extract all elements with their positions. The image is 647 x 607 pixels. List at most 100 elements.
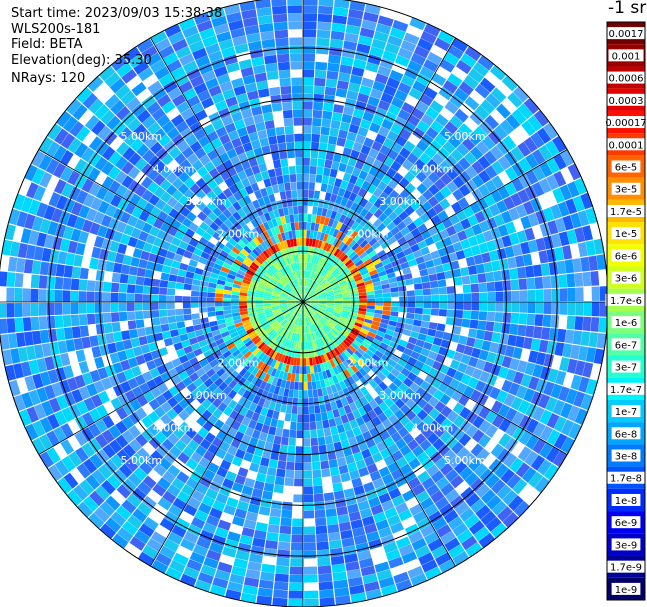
range-gate-cell xyxy=(442,262,452,272)
range-gate-cell xyxy=(524,227,536,241)
range-gate-cell xyxy=(259,362,267,372)
range-gate-cell xyxy=(67,351,79,365)
range-gate-cell xyxy=(409,211,420,222)
range-gate-cell xyxy=(389,27,406,40)
range-gate-cell xyxy=(47,369,59,384)
range-gate-cell xyxy=(86,302,95,314)
range-gate-cell xyxy=(590,363,602,380)
range-gate-cell xyxy=(420,30,437,45)
range-gate-cell xyxy=(119,321,129,331)
range-gate-cell xyxy=(399,444,412,457)
range-gate-cell xyxy=(237,377,247,387)
range-gate-cell xyxy=(591,286,600,301)
range-gate-cell xyxy=(201,206,212,217)
range-gate-cell xyxy=(98,390,110,404)
range-gate-cell xyxy=(255,121,266,132)
range-gate-cell xyxy=(551,288,560,302)
range-gate-cell xyxy=(208,85,222,97)
range-gate-cell xyxy=(115,221,127,233)
range-gate-cell xyxy=(272,309,281,314)
range-gate-cell xyxy=(201,195,212,206)
range-gate-cell xyxy=(598,270,608,286)
range-gate-cell xyxy=(572,330,583,345)
range-gate-cell xyxy=(8,333,18,349)
range-gate-cell xyxy=(16,332,26,348)
range-gate-cell xyxy=(134,285,144,294)
range-gate-cell xyxy=(255,294,264,298)
range-gate-cell xyxy=(223,298,231,302)
range-gate-cell xyxy=(332,366,340,375)
range-gate-cell xyxy=(470,498,486,514)
range-gate-cell xyxy=(219,250,229,258)
range-gate-cell xyxy=(296,270,300,279)
range-gate-cell xyxy=(493,214,505,227)
range-gate-cell xyxy=(83,193,96,208)
range-gate-cell xyxy=(148,155,161,168)
range-gate-cell xyxy=(100,214,112,228)
range-gate-cell xyxy=(246,32,261,43)
colorbar-label-box xyxy=(611,338,641,351)
range-gate-cell xyxy=(350,309,359,314)
range-gate-cell xyxy=(171,237,182,247)
range-gate-cell xyxy=(237,208,246,218)
range-gate-cell xyxy=(520,373,532,388)
range-gate-cell xyxy=(415,100,429,114)
range-gate-cell xyxy=(386,77,400,89)
range-gate-cell xyxy=(247,503,260,514)
range-gate-cell xyxy=(485,410,498,424)
range-gate-cell xyxy=(456,447,470,461)
range-gate-cell xyxy=(239,406,249,417)
range-gate-cell xyxy=(129,398,142,412)
range-gate-cell xyxy=(465,411,478,424)
range-gate-cell xyxy=(523,337,533,350)
range-gate-cell xyxy=(505,369,517,382)
range-gate-cell xyxy=(348,576,363,587)
range-gate-cell xyxy=(171,133,185,147)
range-gate-cell xyxy=(134,420,148,434)
range-gate-cell xyxy=(283,338,289,347)
range-gate-cell xyxy=(266,433,275,444)
range-gate-cell xyxy=(436,323,446,332)
range-gate-cell xyxy=(348,239,357,249)
range-gate-cell xyxy=(353,534,368,545)
range-gate-cell xyxy=(20,361,32,377)
range-gate-cell xyxy=(66,213,78,228)
range-gate-cell xyxy=(272,13,288,23)
range-gate-cell xyxy=(287,302,296,305)
range-gate-cell xyxy=(375,297,383,302)
range-gate-cell xyxy=(158,45,175,59)
range-gate-cell xyxy=(181,234,192,244)
range-gate-cell xyxy=(297,309,301,317)
range-gate-cell xyxy=(305,238,310,247)
range-gate-cell xyxy=(309,254,313,263)
range-gate-cell xyxy=(417,262,427,271)
range-gate-cell xyxy=(255,349,263,358)
range-gate-cell xyxy=(269,319,277,326)
range-gate-cell xyxy=(334,587,350,597)
range-gate-cell xyxy=(321,317,328,324)
range-gate-cell xyxy=(372,317,382,323)
range-gate-cell xyxy=(210,346,220,355)
range-gate-cell xyxy=(375,423,386,434)
range-gate-cell xyxy=(181,256,191,265)
range-gate-cell xyxy=(215,227,226,237)
range-gate-cell xyxy=(426,159,439,171)
range-gate-cell xyxy=(305,309,308,318)
range-gate-cell xyxy=(320,280,328,287)
range-gate-cell xyxy=(314,239,320,248)
range-gate-cell xyxy=(251,276,260,283)
colorbar-label-box xyxy=(611,538,641,551)
range-gate-cell xyxy=(435,65,451,80)
range-gate-cell xyxy=(546,157,560,174)
range-gate-cell xyxy=(400,241,410,251)
range-gate-cell xyxy=(276,260,283,269)
range-gate-cell xyxy=(182,445,195,458)
range-gate-cell xyxy=(144,269,154,279)
range-gate-cell xyxy=(406,152,419,165)
range-gate-cell xyxy=(454,310,464,319)
range-gate-cell xyxy=(86,280,96,292)
range-gate-cell xyxy=(176,321,186,329)
colorbar-label-box xyxy=(602,116,647,129)
range-gate-cell xyxy=(350,290,359,295)
range-gate-cell xyxy=(236,93,249,104)
